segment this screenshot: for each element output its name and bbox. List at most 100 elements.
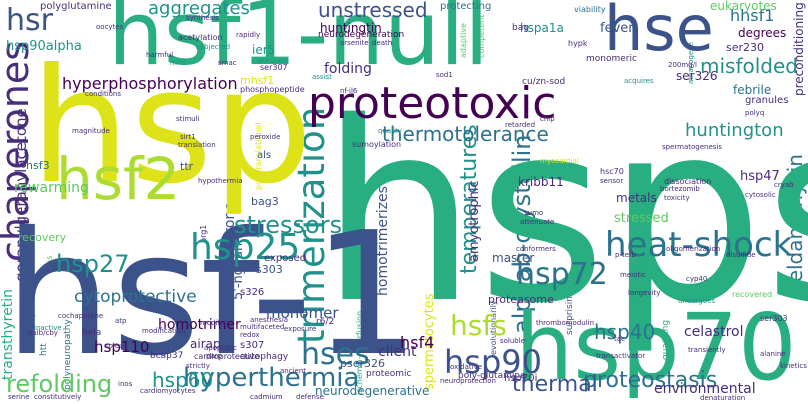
word-hypothermia: hypothermia [198,177,243,185]
word-denaturation: denaturation [700,394,746,402]
word-arsenite: arsenite [340,39,369,47]
word-master: master [492,251,535,265]
word-ier5: ier5 [252,43,276,57]
word-assist: assist [312,73,332,81]
word-poly-glutamine: poly-glutamine [458,371,526,381]
word-undergoes: undergoes [678,297,716,305]
word-hsp27: hsp27 [56,250,130,278]
word-hses: hses [301,337,370,372]
word-myocardial: myocardial [540,157,579,165]
word-disulfide: disulfide [726,251,756,259]
word-balb-cby: balb/cby [28,329,58,337]
word-folding: folding [324,61,372,77]
word-hsp70i: hsp70i [504,373,538,384]
word-proteomic: proteomic [366,369,412,379]
word-inos: inos [118,380,133,388]
word-hsp47: hsp47 [740,169,780,184]
word-recovered: recovered [732,290,773,299]
word-toxicity: toxicity [664,194,690,202]
word-heat-shock: heat-shock [605,225,793,265]
word-oxidative: oxidative [450,363,483,371]
word-protecting: protecting [440,1,492,12]
word-kinetics: kinetics [780,362,807,370]
word-oligomerization: oligomerization [666,245,721,253]
word-hse: hse [604,0,714,65]
word-dissociation: dissociation [664,177,712,186]
word-proteostasis: proteostasis [583,368,718,393]
word-hsp40: hsp40 [594,320,656,344]
word-celastrol: celastrol [684,324,744,340]
word-ser303: ser303 [760,314,788,323]
word-s326: s326 [240,287,265,298]
word-hsf-1: hsf-1 [4,196,421,394]
word-hsr: hsr [6,3,53,38]
word-hs: hs [296,307,308,318]
word-subjected: subjected [196,43,231,51]
word-cardiomyocytes: cardiomyocytes [140,387,196,395]
word-transiently: transiently [688,346,726,354]
word-mild: mild [170,59,186,67]
word-metals: metals [616,191,657,205]
word-phosphopeptide: phosphopeptide [240,85,305,94]
word-harmful: harmful [146,51,174,59]
word-ser307: ser307 [260,63,288,72]
word-cytoprotective: cytoprotective [74,287,197,307]
word-monomer: monomer [266,304,339,322]
word-parp: parp [206,352,223,360]
word-hspa1a: hspa1a [520,21,564,35]
word-recovery: recovery [18,231,67,244]
word-hela: hela [82,328,102,338]
word-autophagy: autophagy [240,352,289,362]
word-hsp70: hsp70 [515,294,797,401]
word-strictly: strictly [186,362,210,370]
word-atp: atp [115,317,127,325]
word-proteotoxic: proteotoxic [308,78,557,129]
word-translation: translation [178,141,216,149]
word-hsp90alpha: hsp90alpha [6,39,82,54]
word-hsps: hsps [320,70,808,358]
word-s307: s307 [240,340,265,351]
word-acquires: acquires [624,77,654,85]
word-als: als [257,150,272,161]
word-hsf2: hsf2 [56,145,181,213]
word-cryab: cryab [774,181,794,189]
word-modifier: modifier [200,319,230,327]
word-hsf1-null: hsf1-null [108,0,489,85]
word-polyglutamine: polyglutamine [40,1,112,12]
word-proteasome: proteasome [488,293,554,306]
word-hsc70: hsc70 [600,167,624,176]
word-neuroprotection: neuroprotection [440,377,496,385]
word-hsp72: hsp72 [516,257,608,292]
word-thrombomodulin: thrombomodulin [536,319,595,327]
word-thermal: thermal [512,372,598,397]
word-cyp40: cyp40 [686,275,708,283]
word-neurodegenerative: neurodegenerative [315,384,430,398]
word-huntington: huntington [685,120,784,141]
word-redox: redox [240,331,260,339]
word-alleviate: alleviate [258,57,288,65]
word-misfolded: misfolded [700,54,798,78]
word-hhsf1: hhsf1 [730,6,775,25]
word-sod1: sod1 [436,71,453,79]
word-environmental: environmental [654,381,756,397]
word-meiotic: meiotic [620,271,646,279]
word-oocytes: oocytes [96,23,124,31]
word-rewarming: rewarming [14,180,89,196]
word-stressors: stressors [234,211,343,239]
word-cytosolic: cytosolic [745,191,776,199]
word-bcap37: bcap37 [150,351,184,361]
word-sirt1: sirt1 [180,133,196,141]
word-degrees: degrees [738,26,787,40]
word-hsp110: hsp110 [94,338,150,356]
word-serine: serine [8,393,30,401]
word-defense: defense [296,393,324,401]
word-smac: smac [218,59,237,67]
word-hsp: hsp [30,35,313,219]
word-stimuli: stimuli [176,115,200,123]
word-hsf4: hsf4 [400,333,435,352]
word-mhsf1: mhsf1 [240,74,275,87]
word-sumoylation: sumoylation [352,140,402,149]
word-cadmium: cadmium [250,393,283,401]
word-ser230: ser230 [726,41,765,54]
